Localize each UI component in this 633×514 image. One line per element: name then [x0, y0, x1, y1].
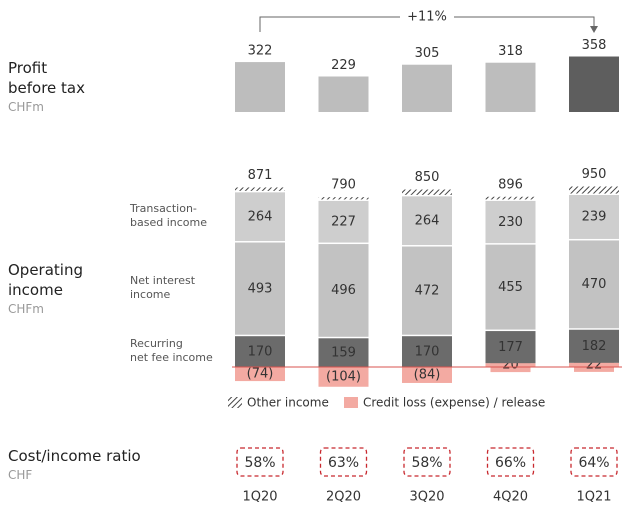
segment-value: 264 — [248, 209, 273, 224]
ratio-label: 63% — [328, 455, 359, 471]
total-value: 950 — [582, 167, 607, 182]
ratio-label: 64% — [578, 455, 609, 471]
credit-label: (74) — [247, 367, 274, 382]
segment-value: 227 — [331, 214, 356, 229]
segment-value: 170 — [248, 344, 273, 359]
credit-label-bg — [407, 367, 447, 382]
legend-label: Credit loss (expense) / release — [363, 396, 545, 410]
credit-label-bg — [323, 369, 364, 384]
ratio-label: 58% — [411, 455, 442, 471]
ratio-title: Cost/income ratio — [8, 447, 141, 465]
category-label: 3Q20 — [409, 490, 444, 505]
segment — [235, 192, 285, 242]
total-value: 896 — [498, 177, 523, 192]
segment — [402, 246, 452, 335]
profit-bar — [235, 62, 285, 112]
segment-value: 493 — [248, 281, 273, 296]
segment — [402, 336, 452, 367]
segment — [318, 244, 369, 337]
series-label: Transaction- based income — [130, 201, 207, 229]
credit-label-bg — [240, 367, 280, 382]
profit-title: Profit before tax — [8, 59, 85, 97]
profit-bar — [569, 56, 619, 112]
profit-value: 305 — [415, 46, 440, 61]
segment-value: 470 — [582, 277, 607, 292]
legend-label: Other income — [247, 396, 329, 410]
profit-bar — [485, 62, 536, 112]
segment — [569, 329, 619, 363]
profit-value: 229 — [331, 58, 356, 73]
segment — [235, 187, 285, 191]
arrow-head — [590, 26, 598, 33]
operating-unit: CHFm — [8, 302, 44, 316]
segment — [402, 189, 452, 195]
segment — [485, 200, 536, 244]
segment — [318, 338, 369, 367]
segment — [569, 240, 619, 329]
segment-value: 177 — [498, 340, 523, 355]
segment-value: 182 — [582, 339, 607, 354]
segment — [485, 196, 536, 200]
segment — [569, 186, 619, 194]
category-label: 1Q21 — [576, 490, 611, 505]
segment — [485, 244, 536, 330]
total-value: 790 — [331, 178, 356, 193]
segment — [569, 195, 619, 239]
category-label: 2Q20 — [326, 490, 361, 505]
segment-value: 496 — [331, 283, 356, 298]
profit-unit: CHFm — [8, 100, 44, 114]
ratio-label: 66% — [495, 455, 526, 471]
segment — [235, 242, 285, 335]
operating-title: Operating income — [8, 261, 83, 299]
segment-value: 472 — [415, 283, 440, 298]
legend-swatch — [228, 397, 242, 408]
total-value: 850 — [415, 170, 440, 185]
profit-bar — [318, 76, 369, 112]
annotation: +11% — [407, 10, 447, 25]
category-label: 4Q20 — [493, 490, 528, 505]
credit-label: (84) — [414, 367, 441, 382]
segment — [235, 336, 285, 367]
credit-label: (104) — [326, 369, 361, 384]
profit-value: 322 — [248, 44, 273, 59]
profit-value: 358 — [582, 38, 607, 53]
series-label: Recurring net fee income — [130, 336, 213, 364]
category-label: 1Q20 — [242, 490, 277, 505]
segment — [318, 200, 369, 243]
series-label: Net interest income — [130, 273, 196, 301]
annotation-bg — [400, 8, 454, 26]
profit-value: 318 — [498, 44, 523, 59]
segment-value: 239 — [582, 210, 607, 225]
total-value: 871 — [248, 168, 273, 183]
ratio-unit: CHF — [8, 468, 33, 482]
profit-bar — [402, 64, 452, 112]
legend-swatch — [344, 397, 358, 408]
segment-value: 264 — [415, 213, 440, 228]
segment — [402, 196, 452, 246]
segment-value: 455 — [498, 280, 523, 295]
segment-value: 159 — [331, 345, 356, 360]
segment-value: 170 — [415, 344, 440, 359]
segment — [485, 331, 536, 364]
ratio-label: 58% — [244, 455, 275, 471]
segment — [318, 197, 369, 200]
segment-value: 230 — [498, 215, 523, 230]
